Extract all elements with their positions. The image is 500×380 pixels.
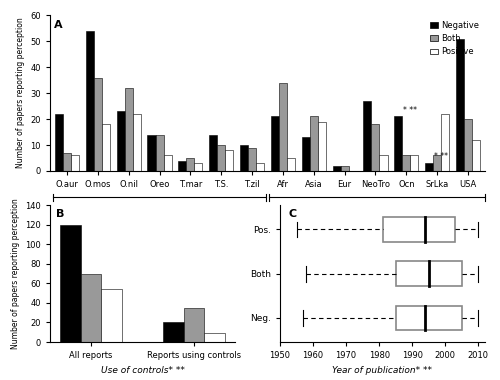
Bar	[148, 135, 156, 171]
Bar	[396, 261, 462, 286]
Y-axis label: Number of papers reporting perception: Number of papers reporting perception	[10, 198, 20, 349]
Bar	[156, 135, 164, 171]
Bar	[116, 111, 124, 171]
Bar	[186, 158, 194, 171]
Bar	[396, 306, 462, 330]
Bar	[102, 289, 122, 342]
Bar	[441, 114, 449, 171]
Text: B: B	[56, 209, 64, 219]
Bar	[63, 153, 71, 171]
Bar	[71, 155, 79, 171]
Text: Species groups**: Species groups**	[124, 207, 196, 216]
Bar	[163, 323, 184, 342]
Bar	[318, 122, 326, 171]
Text: * **: * **	[404, 106, 417, 115]
X-axis label: Use of controls* **: Use of controls* **	[100, 366, 184, 375]
Bar	[164, 155, 172, 171]
Bar	[60, 225, 81, 342]
Bar	[55, 114, 63, 171]
Bar	[402, 155, 410, 171]
Bar	[217, 145, 225, 171]
Bar	[271, 116, 279, 171]
Bar	[433, 155, 441, 171]
Bar	[94, 78, 102, 171]
Bar	[184, 308, 204, 342]
Bar	[81, 274, 102, 342]
Bar	[240, 145, 248, 171]
Bar	[410, 155, 418, 171]
Bar	[364, 101, 372, 171]
X-axis label: Year of publication* **: Year of publication* **	[332, 366, 432, 375]
Bar	[394, 116, 402, 171]
Bar	[124, 88, 132, 171]
Bar	[310, 116, 318, 171]
Bar	[194, 163, 202, 171]
Bar	[332, 166, 340, 171]
Bar	[372, 124, 380, 171]
Bar	[132, 114, 140, 171]
Text: C: C	[288, 209, 296, 219]
Bar	[178, 161, 186, 171]
Bar	[209, 135, 217, 171]
Bar	[287, 158, 295, 171]
Bar	[456, 39, 464, 171]
Bar	[256, 163, 264, 171]
Bar	[102, 124, 110, 171]
Bar	[225, 150, 234, 171]
Text: A: A	[54, 20, 63, 30]
Bar	[279, 83, 287, 171]
Bar	[340, 166, 348, 171]
Bar	[464, 119, 472, 171]
Bar	[86, 31, 94, 171]
Bar	[204, 333, 225, 342]
Bar	[382, 217, 455, 242]
Bar	[302, 137, 310, 171]
Bar	[248, 147, 256, 171]
Bar	[472, 140, 480, 171]
Bar	[380, 155, 388, 171]
Text: * **: * **	[434, 152, 448, 161]
Bar	[425, 163, 433, 171]
Legend: Negative, Both, Positive: Negative, Both, Positive	[428, 19, 481, 58]
Text: Region groups* **: Region groups* **	[339, 207, 415, 216]
Y-axis label: Number of papers reporting perception: Number of papers reporting perception	[16, 18, 25, 168]
